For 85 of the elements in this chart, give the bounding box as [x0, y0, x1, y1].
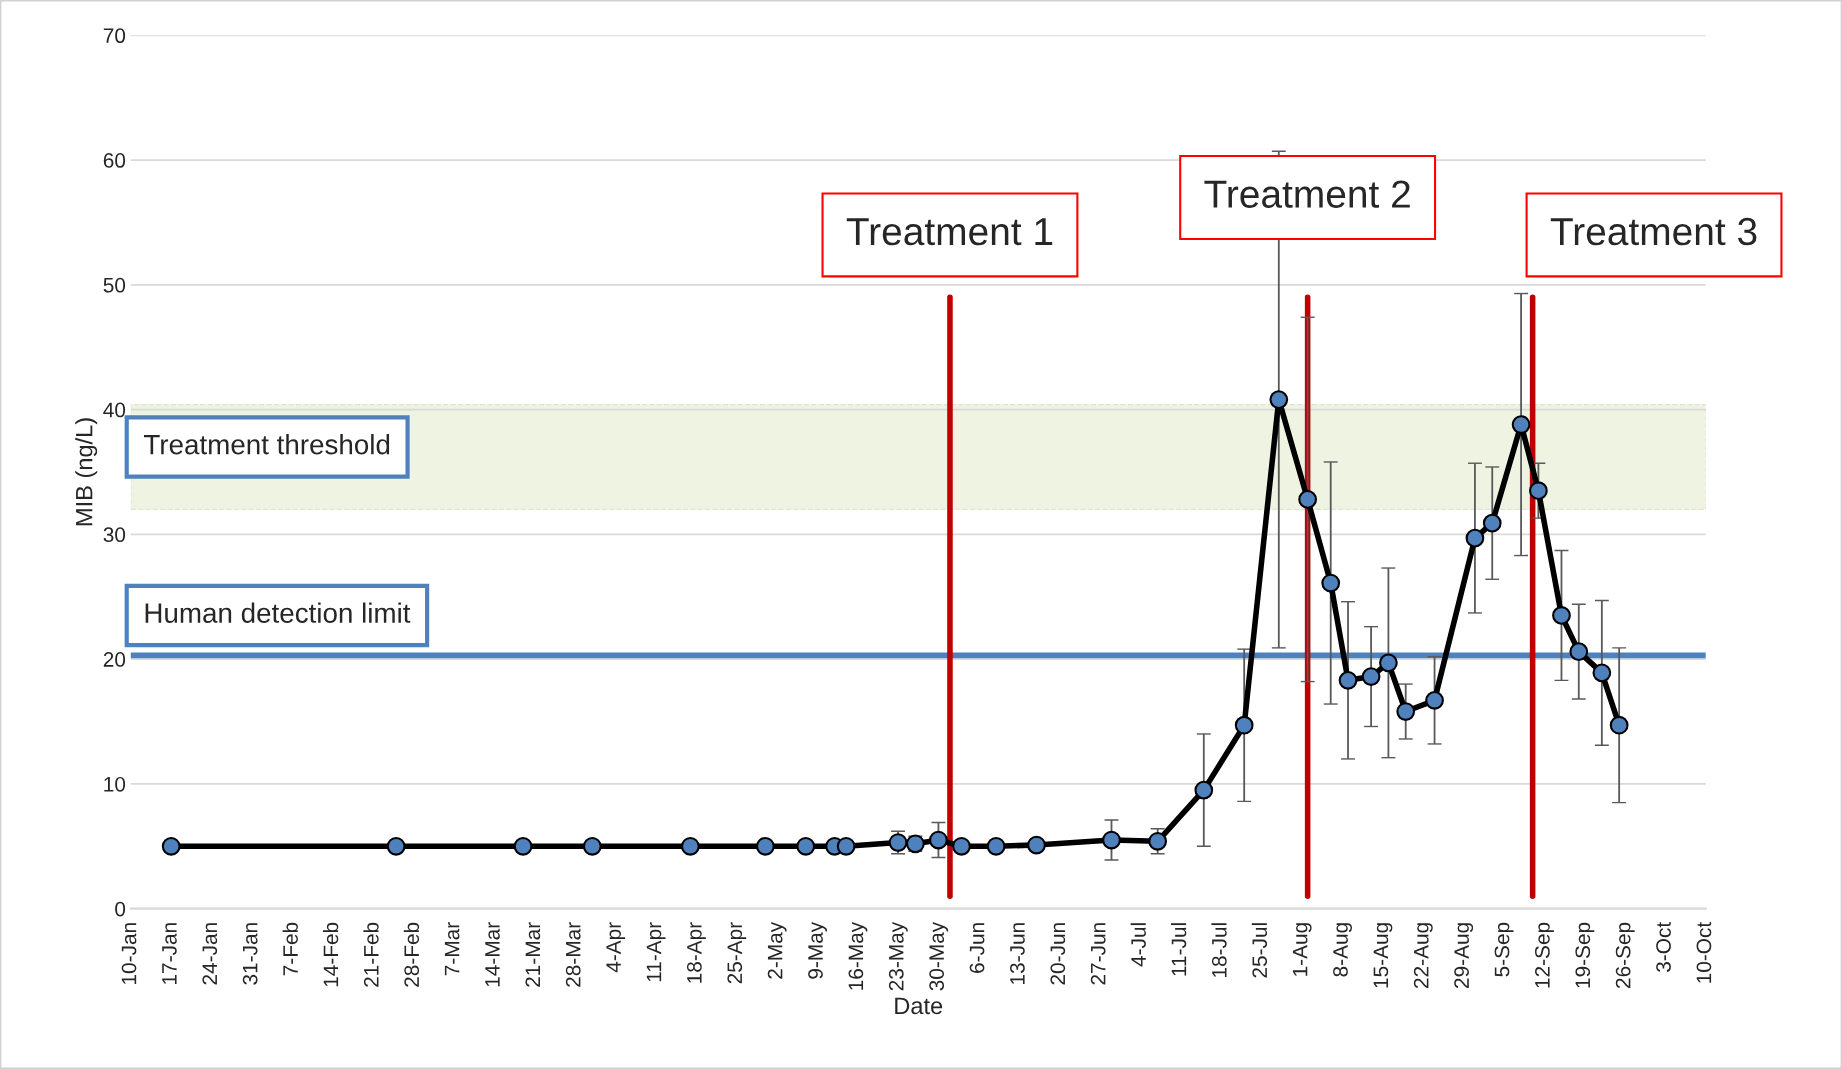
- point: [755, 836, 775, 856]
- point: [1511, 415, 1531, 434]
- x-tick-label: 16-May: [848, 921, 868, 990]
- point: [1465, 528, 1485, 548]
- y-axis-title: MIB (ng/L): [75, 418, 98, 526]
- x-tick-label: 7-Mar: [444, 922, 460, 976]
- x-tick-label: 31-Jan: [242, 923, 258, 985]
- x-tick-label: 22-Aug: [1413, 923, 1433, 988]
- x-tick-label: 1-Aug: [1292, 923, 1312, 976]
- point: [986, 836, 1006, 856]
- x-tick-label: 25-Jul: [1251, 923, 1268, 978]
- x-tick-label: 10-Oct: [1696, 921, 1712, 983]
- point: [1396, 702, 1416, 721]
- x-tick-label: 25-Apr: [727, 922, 747, 984]
- point: [1592, 663, 1612, 683]
- x-tick-label: 11-Apr: [646, 922, 666, 982]
- x-tick-label: 21-Feb: [363, 922, 379, 987]
- point: [1482, 513, 1502, 533]
- point: [680, 836, 700, 856]
- point: [1269, 390, 1289, 409]
- x-tick-label: 15-Aug: [1373, 923, 1393, 988]
- y-tick-label: 10: [104, 776, 126, 792]
- x-tick-label: 24-Jan: [202, 923, 218, 985]
- point: [1102, 830, 1121, 850]
- x-axis-title: Date: [895, 997, 943, 1015]
- ref-line-label: Treatment 1: [846, 218, 1053, 246]
- x-tick-label: 19-Sep: [1575, 922, 1595, 988]
- point: [929, 830, 948, 850]
- point: [1321, 573, 1341, 593]
- point: [1552, 606, 1571, 625]
- x-tick-label: 27-Jun: [1090, 923, 1106, 985]
- point: [1361, 667, 1381, 686]
- x-tick-label: 6-Jun: [969, 923, 985, 973]
- x-tick-label: 26-Sep: [1615, 922, 1635, 988]
- x-tick-label: 10-Jan: [121, 923, 137, 984]
- x-tick-label: 7-Feb: [282, 922, 298, 976]
- x-tick-label: 28-Mar: [565, 922, 581, 987]
- x-tick-label: 18-Jul: [1211, 923, 1227, 977]
- y-tick-label: 50: [103, 277, 126, 293]
- point: [836, 836, 856, 856]
- x-tick-label: 14-Feb: [322, 922, 339, 987]
- y-tick-label: 60: [103, 153, 126, 168]
- point: [1338, 670, 1358, 690]
- x-tick-label: 11-Jul: [1171, 923, 1187, 976]
- ref-line-label: Treatment 2: [1204, 180, 1410, 208]
- point: [1148, 831, 1168, 851]
- ref-line-label: Human detection limit: [145, 602, 411, 623]
- x-tick-label: 13-Jun: [1010, 923, 1025, 984]
- x-tick-label: 3-Oct: [1656, 922, 1671, 972]
- x-tick-label: 9-May: [808, 921, 827, 979]
- ref-line-label: Treatment 3: [1550, 217, 1757, 246]
- point: [1569, 642, 1589, 661]
- x-tick-label: 17-Jan: [162, 923, 177, 984]
- point: [952, 836, 971, 856]
- x-tick-label: 28-Feb: [403, 922, 420, 987]
- x-tick-label: 4-Apr: [606, 922, 626, 973]
- point: [1379, 653, 1398, 673]
- x-tick-label: 23-May: [888, 921, 908, 991]
- y-tick-label: 30: [103, 527, 126, 543]
- x-tick-label: 2-May: [767, 921, 787, 979]
- y-tick-label: 20: [103, 652, 126, 667]
- point: [796, 836, 816, 856]
- point: [1298, 490, 1318, 509]
- x-tick-label: 20-Jun: [1050, 923, 1066, 985]
- point: [582, 836, 602, 856]
- y-tick-label: 70: [103, 28, 126, 44]
- x-tick-label: 14-Mar: [485, 922, 500, 987]
- point: [1425, 690, 1444, 710]
- point: [1234, 715, 1254, 735]
- point: [1027, 835, 1046, 855]
- x-tick-label: 18-Apr: [686, 922, 706, 983]
- x-tick-label: 8-Aug: [1333, 923, 1352, 977]
- point: [1194, 780, 1214, 800]
- point: [1529, 481, 1548, 501]
- x-tick-label: 12-Sep: [1535, 922, 1554, 988]
- x-tick-label: 29-Aug: [1454, 923, 1474, 988]
- x-tick-label: 4-Jul: [1130, 923, 1146, 967]
- x-tick-label: 30-May: [929, 921, 949, 991]
- point: [513, 836, 533, 856]
- x-tick-label: 5-Sep: [1494, 922, 1514, 977]
- y-tick-label: 40: [103, 402, 126, 418]
- point: [1609, 715, 1629, 735]
- x-tick-label: 21-Mar: [525, 922, 541, 987]
- band-label: Treatment threshold: [144, 434, 390, 455]
- y-tick-label: 0: [115, 901, 126, 917]
